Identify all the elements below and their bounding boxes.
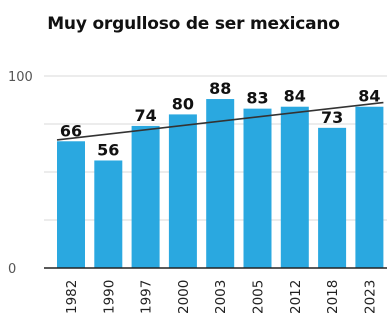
x-tick-label-2023: 2023 xyxy=(362,280,378,314)
bar-1990 xyxy=(94,160,123,268)
bar-1982 xyxy=(57,141,85,268)
bars-group xyxy=(57,99,384,269)
x-tick-label-2012: 2012 xyxy=(288,280,304,314)
trendline xyxy=(56,101,384,141)
chart-title: Muy orgulloso de ser mexicano xyxy=(47,14,340,34)
x-tick-label-2003: 2003 xyxy=(213,280,229,314)
x-tick-label-1982: 1982 xyxy=(64,280,80,314)
x-axis: 1982 1990 1997 2000 2003 2005 2012 2018 2023 xyxy=(44,267,387,314)
value-label-1982: 66 xyxy=(60,121,82,140)
value-label-2023: 84 xyxy=(358,87,380,106)
value-labels: 66 56 74 80 88 83 84 73 84 xyxy=(60,79,381,159)
x-tick-label-2000: 2000 xyxy=(176,280,192,314)
x-tick-label-1990: 1990 xyxy=(101,280,117,314)
bar-2003 xyxy=(206,99,235,268)
value-label-1997: 74 xyxy=(134,106,156,125)
value-label-2000: 80 xyxy=(172,94,194,113)
value-label-1990: 56 xyxy=(97,140,119,159)
value-label-2003: 88 xyxy=(209,79,231,98)
y-tick-label: 100 xyxy=(8,70,33,85)
y-tick-label: 0 xyxy=(8,262,16,277)
x-tick-label-2005: 2005 xyxy=(251,280,267,314)
bar-1997 xyxy=(131,125,160,268)
y-axis-ticks: 0 100 xyxy=(8,70,33,277)
bar-2018 xyxy=(318,127,347,268)
trendline-group xyxy=(56,101,384,141)
value-label-2018: 73 xyxy=(321,108,343,127)
bar-2005 xyxy=(243,108,272,268)
bar-2012 xyxy=(280,106,309,268)
bar-2000 xyxy=(168,114,197,269)
bar-2023 xyxy=(355,106,384,268)
value-label-2012: 84 xyxy=(284,87,306,106)
value-label-2005: 83 xyxy=(246,89,268,108)
x-tick-label-2018: 2018 xyxy=(325,280,341,314)
x-tick-label-1997: 1997 xyxy=(139,280,155,314)
